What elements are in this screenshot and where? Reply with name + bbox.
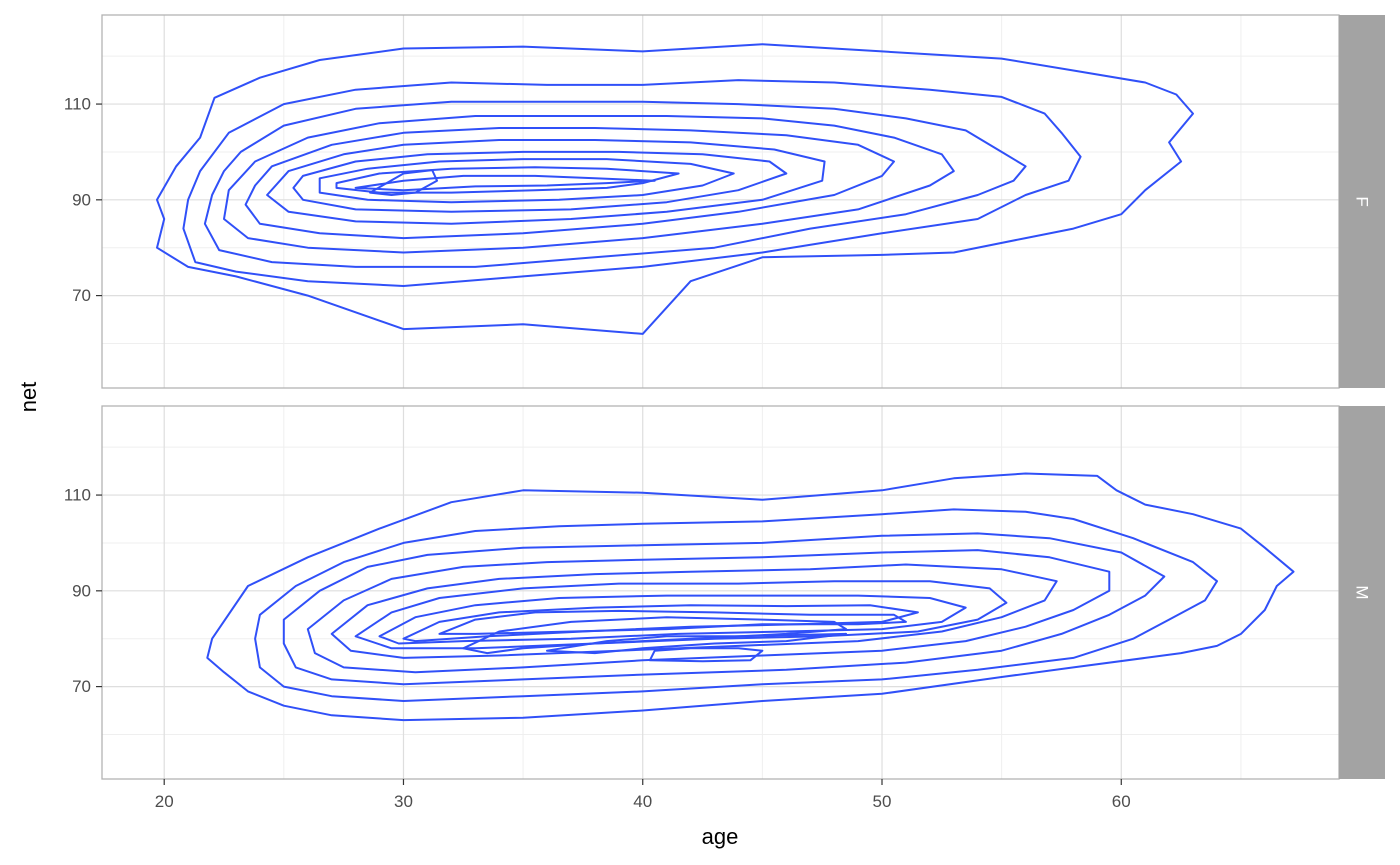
contour-line-f-3 [203,100,1027,268]
panel-background [102,15,1339,388]
x-axis-title: age [702,824,739,849]
contour-line-m-10 [462,616,848,655]
contour-line-m-7 [378,594,967,645]
facet-panels: F 70 90 110 M 70 90 110 [64,14,1385,780]
contour-line-m-2 [254,508,1218,702]
y-tick-label: 90 [72,190,91,209]
contour-line-m-9 [438,609,907,635]
x-tick-label: 30 [394,792,413,811]
facet-strip-f [1339,15,1385,388]
contour-line-f-8 [318,158,735,204]
contour-line-f-1 [156,43,1194,335]
contour-line-f-7 [292,150,788,213]
contour-line-m-1 [206,472,1295,722]
contour-line-f-10 [354,174,656,192]
facet-strip-label-f: F [1353,196,1372,206]
contour-line-m-3 [282,532,1166,686]
y-tick-label: 110 [64,95,91,114]
contour-line-m-5 [330,563,1058,659]
contour-line-f-5 [244,127,895,240]
y-axis-title: net [16,382,41,413]
panel-background [102,406,1339,779]
contour-line-f-4 [223,115,955,254]
facet-panel-m: M 70 90 110 [64,405,1385,780]
facet-panel-f: F 70 90 110 [64,14,1385,389]
x-tick-label: 40 [633,792,652,811]
contour-line-m-4 [306,549,1111,674]
facet-strip-label-m: M [1353,585,1372,599]
y-tick-label: 110 [64,486,91,505]
y-tick-label: 90 [72,581,91,600]
contour-line-f-2 [182,79,1082,287]
contour-line-m-12 [648,647,764,663]
contour-line-f-11 [369,169,438,196]
contour-line-m-8 [402,604,919,643]
contour-line-m-11 [546,632,848,655]
x-axis-ticks: 20 30 40 50 60 [155,779,1131,811]
x-tick-label: 60 [1112,792,1131,811]
facet-strip-m [1339,406,1385,779]
x-tick-label: 20 [155,792,174,811]
contour-line-f-9 [335,166,680,194]
y-tick-label: 70 [72,677,91,696]
contour-line-f-6 [266,139,826,225]
y-tick-label: 70 [72,286,91,305]
x-tick-label: 50 [873,792,892,811]
